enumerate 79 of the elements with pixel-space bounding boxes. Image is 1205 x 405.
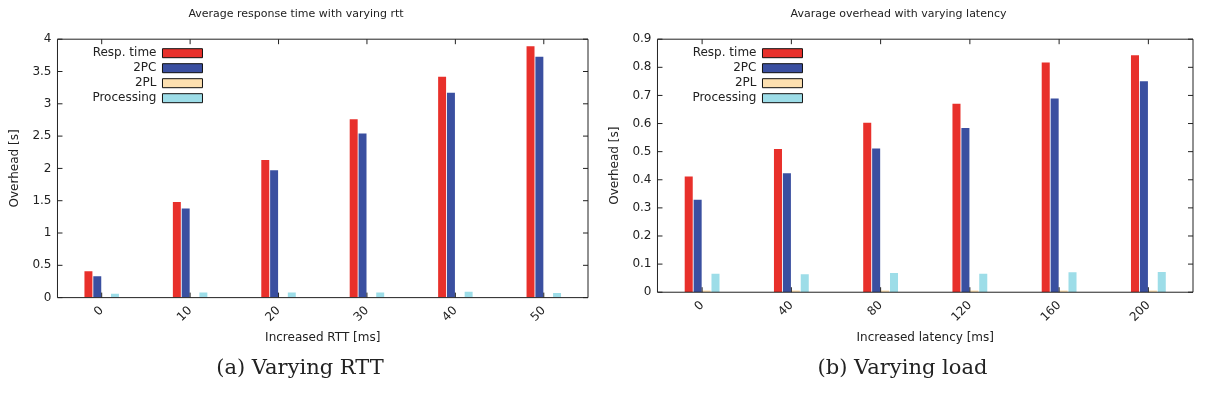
legend-label: 2PL	[734, 75, 757, 90]
y-tick-label: 0.7	[632, 87, 652, 102]
y-axis-title: Overhead [s]	[7, 129, 22, 208]
y-tick-label: 0.3	[632, 200, 652, 215]
y-tick-label: 2	[43, 160, 52, 175]
bar	[684, 176, 693, 293]
y-axis-title: Overhead [s]	[607, 126, 622, 205]
bar	[93, 276, 102, 298]
y-tick-label: 3.5	[32, 63, 52, 78]
bar	[535, 56, 544, 298]
y-tick-label: 4	[43, 31, 52, 46]
legend-label: 2PC	[733, 60, 757, 75]
bar	[349, 119, 358, 298]
chart-title: Average response time with varying rtt	[188, 7, 405, 21]
bar	[446, 92, 455, 298]
bar	[961, 128, 970, 293]
x-tick-label: 0	[90, 303, 107, 319]
bar	[1050, 98, 1059, 293]
bar	[526, 46, 535, 298]
chart-title: Avarage overhead with varying latency	[790, 7, 1007, 21]
y-tick-label: 0.2	[632, 228, 652, 243]
bar	[287, 292, 296, 298]
bar	[979, 273, 988, 293]
legend-label: 2PC	[133, 60, 157, 75]
bar	[261, 160, 270, 298]
x-tick-label: 200	[1126, 297, 1153, 324]
y-tick-label: 3	[43, 95, 52, 110]
x-tick-label: 40	[774, 297, 796, 319]
y-tick-label: 0	[643, 284, 652, 299]
bar	[872, 148, 881, 293]
x-axis-title: Increased latency [ms]	[856, 329, 994, 344]
legend-label: 2PL	[134, 75, 157, 90]
y-tick-label: 0.5	[632, 143, 652, 158]
text: (a) Varying RTT	[215, 355, 385, 379]
bar	[1068, 272, 1077, 293]
x-tick-label: 160	[1037, 297, 1064, 324]
x-tick-label: 120	[948, 297, 975, 324]
bar	[181, 208, 190, 298]
y-tick-label: 0.5	[32, 257, 52, 272]
x-tick-label: 20	[262, 303, 283, 324]
x-axis-title: Increased RTT [ms]	[265, 329, 381, 344]
y-tick-label: 0.6	[632, 115, 652, 130]
y-tick-label: 0.4	[632, 171, 652, 186]
bar	[1130, 55, 1139, 293]
bar	[1157, 271, 1166, 293]
bar	[84, 271, 93, 298]
bar	[172, 202, 181, 298]
y-tick-label: 0.1	[632, 256, 652, 271]
bar	[711, 273, 720, 293]
bar	[773, 149, 782, 293]
text: (b) Varying load	[816, 355, 989, 379]
legend-label: Resp. time	[692, 45, 757, 60]
bar	[438, 76, 447, 298]
bar	[376, 292, 385, 298]
x-tick-label: 80	[864, 297, 885, 319]
bar	[863, 122, 872, 293]
y-tick-label: 1.5	[32, 192, 52, 207]
bar	[358, 133, 367, 298]
x-tick-label: 40	[439, 303, 460, 324]
legend-label: Resp. time	[92, 45, 157, 60]
bar	[693, 199, 702, 293]
bar	[1041, 62, 1050, 293]
legend-label: Processing	[92, 90, 157, 105]
legend-label: Processing	[692, 90, 757, 105]
y-tick-label: 1	[43, 225, 52, 240]
x-tick-label: 50	[527, 303, 549, 324]
bar	[270, 170, 279, 298]
bar	[1139, 81, 1148, 293]
x-tick-label: 30	[350, 303, 372, 324]
y-tick-label: 0.8	[632, 59, 652, 74]
bar	[199, 292, 208, 298]
y-tick-label: 2.5	[32, 128, 52, 143]
x-tick-label: 10	[173, 303, 195, 324]
bar	[889, 273, 899, 293]
bar	[800, 274, 809, 293]
y-tick-label: 0.9	[632, 31, 652, 46]
bar	[782, 173, 791, 293]
bar	[952, 103, 961, 293]
x-tick-label: 0	[691, 297, 707, 314]
